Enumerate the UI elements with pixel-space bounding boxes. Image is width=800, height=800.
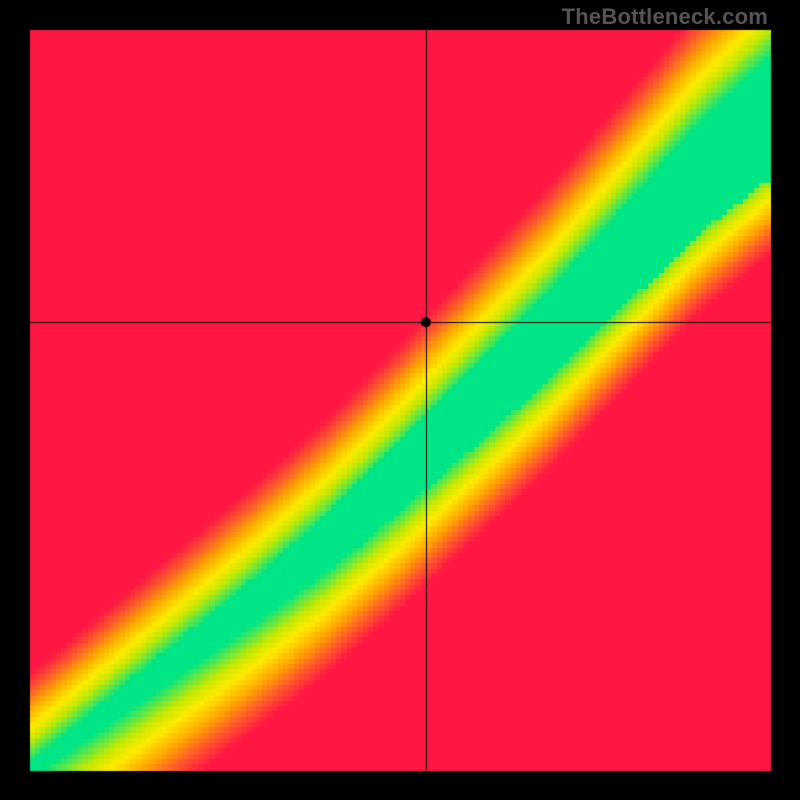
watermark-text: TheBottleneck.com [562,4,768,30]
heatmap-canvas [0,0,800,800]
chart-container: TheBottleneck.com [0,0,800,800]
